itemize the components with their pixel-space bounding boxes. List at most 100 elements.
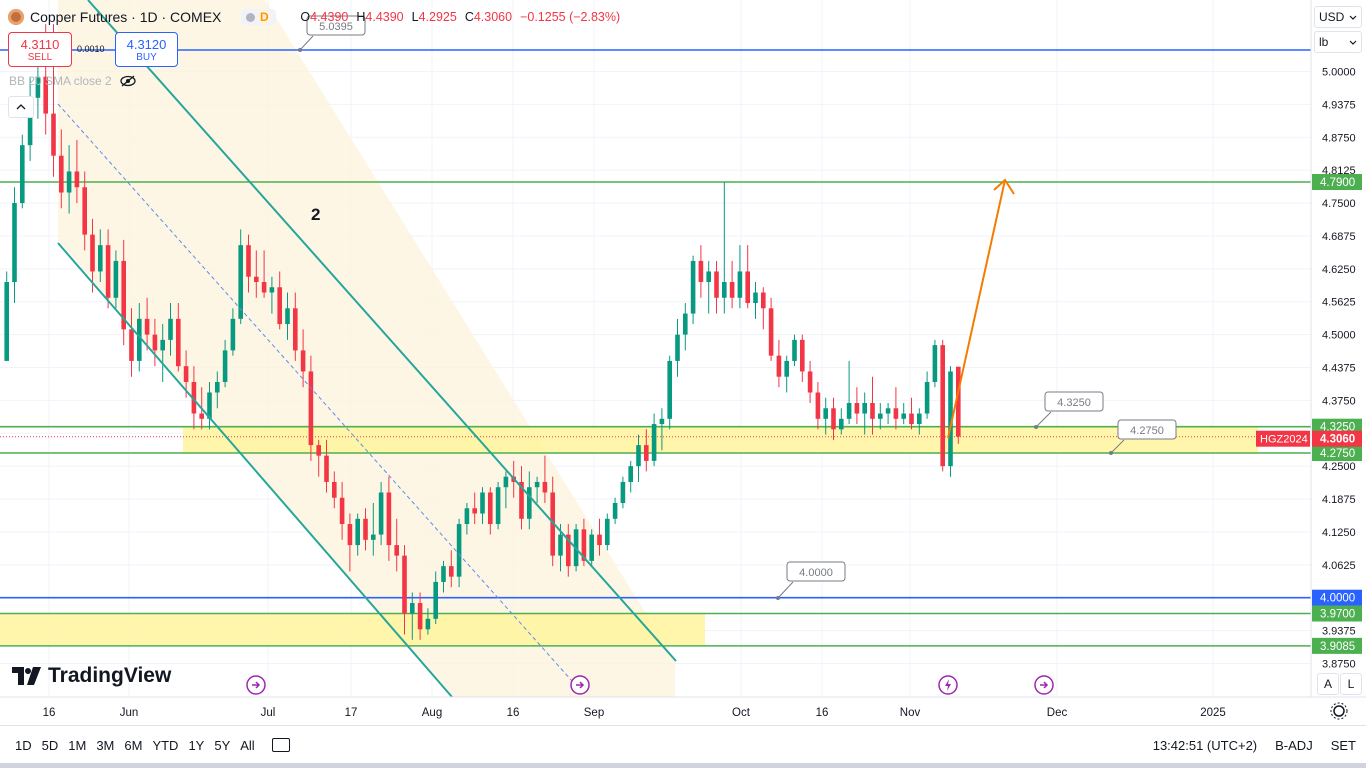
candle-body (441, 566, 446, 582)
candle-body (605, 518, 610, 546)
clock-readout[interactable]: 13:42:51 (UTC+2) (1152, 737, 1258, 753)
price-tick-label: 4.3750 (1322, 395, 1356, 407)
market-status-pill[interactable]: D (241, 9, 277, 25)
range-1y[interactable]: 1Y (188, 737, 205, 753)
candle-body (285, 308, 290, 325)
candle-body (464, 508, 470, 525)
candle-body (410, 602, 415, 614)
bolt-glyph (945, 679, 951, 691)
candle-body (35, 76, 41, 98)
candle-body (129, 329, 134, 361)
candle-body (729, 281, 735, 298)
range-3m[interactable]: 3M (96, 737, 115, 753)
unit-select[interactable]: lb (1314, 31, 1362, 53)
candle-body (82, 187, 87, 235)
candle-body (386, 492, 392, 546)
time-axis: 16 Jun Jul 17 Aug 16 Sep Oct 16 Nov Dec 2025 (0, 696, 1366, 720)
candle-body (425, 618, 431, 630)
candle-body (948, 371, 953, 467)
candle-body (628, 466, 633, 482)
time-tick-label: 16 (816, 707, 829, 719)
range-5d[interactable]: 5D (41, 737, 59, 753)
price-chart[interactable]: 2 5.0395 4.3250 4.2750 4.0000 5.0000 4.9375 4.… (0, 0, 1366, 725)
symbol-badge (1256, 430, 1310, 447)
candle-body (909, 413, 914, 425)
spread-value: 0.0010 (77, 44, 105, 54)
forecast-arrow (947, 179, 1006, 439)
auto-scale-button[interactable]: A (1317, 673, 1339, 695)
log-scale-button[interactable]: L (1340, 673, 1362, 695)
price-tick-label: 3.9375 (1322, 626, 1356, 638)
tradingview-logo[interactable]: TradingView (12, 664, 171, 688)
candle-body (300, 350, 306, 372)
range-6m[interactable]: 6M (124, 737, 143, 753)
callout-box (1044, 391, 1104, 412)
candle-body (183, 366, 189, 382)
candle-body (74, 171, 80, 188)
delayed-data-badge: D (257, 10, 272, 24)
candle-body (893, 408, 899, 419)
eye-crossed-icon[interactable] (120, 75, 136, 87)
candle-body (558, 534, 563, 556)
candle-body (815, 392, 821, 419)
candle-body (690, 260, 696, 314)
indicator-legend[interactable]: BB 20 SMA close 2 (9, 74, 136, 88)
range-all[interactable]: All (240, 737, 255, 753)
tradingview-logo-icon (12, 667, 41, 685)
candle-body (472, 508, 477, 514)
candle-body (550, 492, 555, 556)
price-tick-label: 4.1875 (1322, 494, 1356, 506)
range-5y[interactable]: 5Y (214, 737, 231, 753)
buy-label: BUY (136, 51, 157, 63)
price-tag-label: 4.0000 (1320, 593, 1355, 605)
candle-body (800, 339, 805, 372)
callout-label: 4.3250 (1057, 397, 1091, 409)
candle-body (277, 287, 282, 325)
calendar-icon[interactable] (271, 738, 290, 752)
candle-body (846, 403, 852, 419)
price-tag-label: 4.2750 (1320, 448, 1355, 460)
range-1d[interactable]: 1D (15, 737, 32, 753)
candle-body (488, 492, 493, 525)
price-tag (1312, 174, 1362, 191)
candle-body (597, 534, 602, 546)
candle-body (51, 113, 56, 156)
candle-body (737, 271, 743, 298)
candle-body (4, 281, 9, 361)
candle-body (745, 271, 750, 304)
candle-body (90, 234, 95, 272)
price-tick-label: 4.1250 (1322, 527, 1356, 539)
collapse-legend-button[interactable] (8, 96, 34, 118)
candle-body (332, 481, 337, 498)
range-ytd[interactable]: YTD (152, 737, 179, 753)
candle-body (230, 318, 236, 351)
adjustment-toggle[interactable]: B-ADJ (1275, 737, 1313, 753)
callout-box (1117, 419, 1177, 440)
support-zone (0, 613, 705, 646)
chart-header: Copper Futures · 1D · COMEX D O4.4390 H4… (8, 7, 620, 27)
buy-button[interactable]: 4.3120 BUY (115, 32, 178, 67)
currency-select[interactable]: USD (1314, 6, 1362, 28)
price-tick-label: 4.6250 (1322, 264, 1356, 276)
channel-median-line (57, 103, 581, 691)
symbol-title[interactable]: Copper Futures · 1D · COMEX (30, 9, 222, 25)
candle-body (784, 360, 789, 377)
candle-body (238, 245, 243, 319)
support-zone (183, 426, 1258, 454)
price-tag-label: 3.9700 (1320, 609, 1355, 621)
candle-body (121, 260, 126, 330)
candle-body (254, 276, 259, 282)
chart-drawings: 2 5.0395 4.3250 4.2750 4.0000 (57, 0, 1177, 698)
status-dot-icon (246, 12, 256, 22)
price-tick-label: 4.5625 (1322, 297, 1356, 309)
price-tag (1312, 637, 1362, 654)
callout-pointer (1035, 411, 1052, 428)
session-toggle[interactable]: SET (1330, 737, 1356, 753)
range-1m[interactable]: 1M (68, 737, 87, 753)
price-tick-label: 4.9375 (1322, 99, 1356, 111)
candle-body (620, 481, 626, 504)
price-tag-label: 3.9085 (1320, 641, 1355, 653)
candle-body (160, 339, 165, 351)
candle-body (839, 418, 844, 430)
sell-button[interactable]: 4.3110 SELL (8, 32, 72, 67)
